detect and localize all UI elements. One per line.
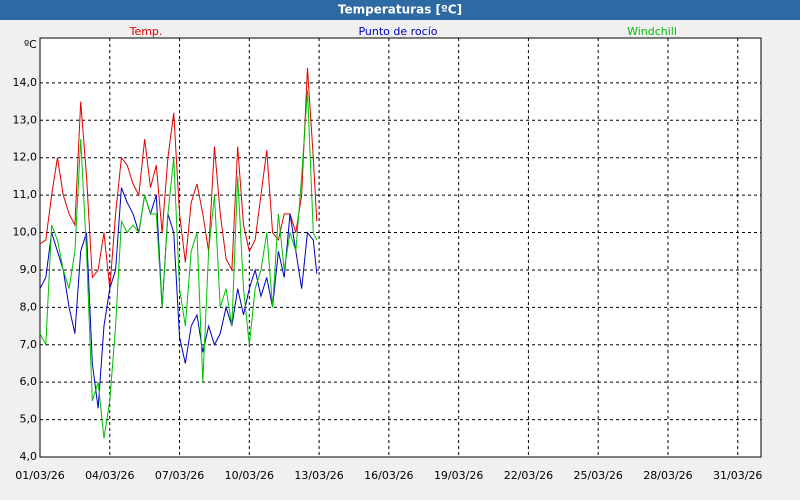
legend-entry: Windchill — [627, 25, 677, 38]
x-tick-label: 31/03/26 — [713, 469, 762, 482]
y-axis-label: ºC — [24, 38, 37, 51]
y-tick-label: 7,0 — [20, 338, 38, 351]
y-tick-label: 8,0 — [20, 300, 38, 313]
x-tick-label: 13/03/26 — [294, 469, 343, 482]
x-tick-label: 28/03/26 — [643, 469, 692, 482]
x-tick-label: 22/03/26 — [504, 469, 553, 482]
legend-entry: Temp. — [129, 25, 163, 38]
series-line — [39, 67, 318, 289]
y-tick-label: 9,0 — [20, 263, 38, 276]
x-tick-label: 04/03/26 — [85, 469, 134, 482]
y-tick-label: 11,0 — [13, 188, 38, 201]
y-tick-label: 13,0 — [13, 113, 38, 126]
x-tick-label: 16/03/26 — [364, 469, 413, 482]
legend-entry: Punto de rocío — [358, 25, 437, 38]
y-tick-label: 10,0 — [13, 226, 38, 239]
x-tick-label: 19/03/26 — [434, 469, 483, 482]
y-tick-label: 12,0 — [13, 151, 38, 164]
chart-title: Temperaturas [ºC] — [338, 3, 462, 17]
y-tick-label: 14,0 — [13, 76, 38, 89]
x-tick-label: 25/03/26 — [573, 469, 622, 482]
y-tick-label: 6,0 — [20, 375, 38, 388]
x-tick-label: 10/03/26 — [225, 469, 274, 482]
y-tick-label: 4,0 — [20, 450, 38, 463]
y-tick-label: 5,0 — [20, 413, 38, 426]
series-line — [39, 90, 318, 439]
plot-area — [39, 37, 762, 458]
x-tick-label: 07/03/26 — [155, 469, 204, 482]
x-tick-label: 01/03/26 — [15, 469, 64, 482]
title-bar — [0, 0, 800, 20]
